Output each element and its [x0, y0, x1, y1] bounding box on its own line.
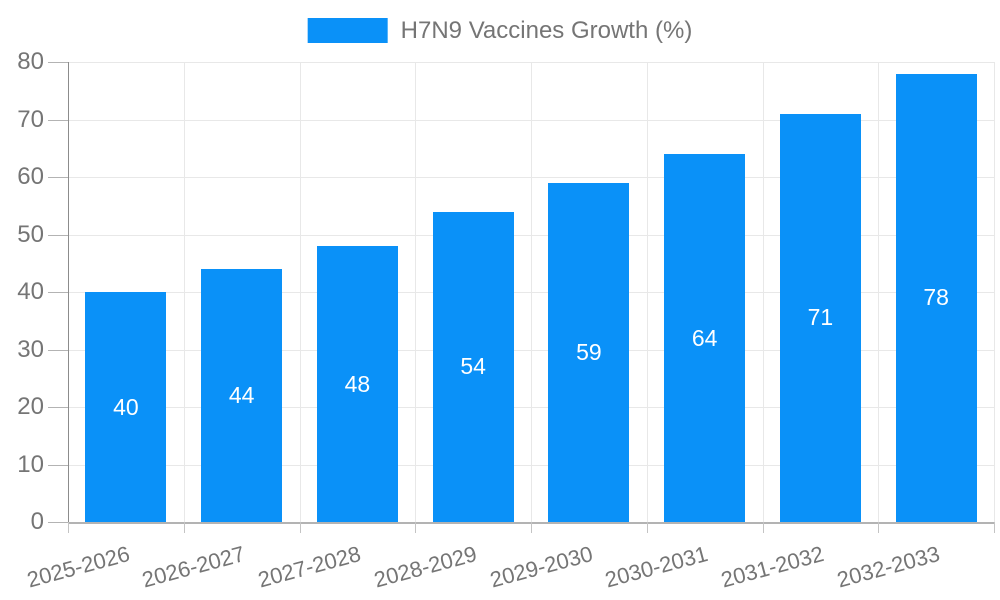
legend[interactable]: H7N9 Vaccines Growth (%) [307, 17, 693, 44]
vertical-gridline [994, 62, 995, 522]
y-axis-tick-label: 40 [17, 278, 44, 305]
bar[interactable]: 48 [316, 246, 398, 522]
x-axis-tick [531, 522, 532, 533]
y-axis-tick [48, 234, 68, 236]
bar-value-label: 44 [228, 382, 255, 408]
y-axis-tick [48, 292, 68, 293]
bar-value-label: 71 [807, 304, 834, 331]
x-axis-tick [878, 522, 880, 533]
bar[interactable]: 44 [201, 269, 283, 522]
bar[interactable]: 59 [548, 182, 630, 522]
x-axis-tick [646, 522, 648, 533]
y-axis-tick [48, 349, 68, 351]
y-axis-line [68, 62, 69, 524]
vertical-gridline [183, 62, 185, 522]
y-axis-tick-label: 0 [30, 508, 44, 535]
bar[interactable]: 78 [895, 73, 977, 522]
x-axis-category-label: 2032-2033 [834, 541, 943, 593]
y-axis-tick [48, 177, 68, 178]
x-axis-category-label: 2030-2031 [602, 541, 711, 593]
y-axis-tick [48, 119, 68, 121]
vertical-gridline [531, 62, 532, 522]
y-axis-tick [48, 407, 68, 408]
y-axis-tick [48, 522, 68, 523]
y-axis-tick-label: 30 [17, 335, 44, 363]
bar-value-label: 54 [460, 353, 486, 380]
bar-value-label: 48 [344, 370, 371, 397]
bar-value-label: 40 [113, 393, 139, 420]
x-axis-tick [415, 522, 417, 533]
x-axis-tick [299, 522, 301, 533]
bar[interactable]: 71 [779, 113, 861, 522]
bar[interactable]: 64 [664, 154, 746, 522]
x-axis-category-label: 2028-2029 [371, 541, 480, 593]
bar-value-label: 64 [691, 324, 718, 351]
bar[interactable]: 40 [85, 292, 167, 522]
bar-value-label: 78 [923, 284, 949, 311]
x-axis-category-label: 2027-2028 [255, 541, 364, 593]
legend-label: H7N9 Vaccines Growth (%) [400, 17, 693, 44]
vertical-gridline [299, 62, 301, 522]
x-axis-category-label: 2025-2026 [23, 541, 133, 593]
x-axis-tick [183, 522, 185, 533]
vertical-gridline [646, 62, 648, 522]
y-axis-tick-label: 20 [17, 393, 44, 420]
x-axis-category-label: 2031-2032 [718, 541, 827, 593]
bar[interactable]: 54 [432, 211, 514, 522]
y-axis-tick-label: 70 [17, 105, 44, 133]
y-axis-tick [48, 464, 68, 466]
vertical-gridline [415, 62, 417, 522]
y-axis-tick-label: 10 [17, 450, 44, 478]
y-axis-tick-label: 50 [17, 220, 44, 248]
x-axis-tick [762, 522, 764, 533]
x-axis-tick [68, 522, 69, 533]
y-axis-tick [48, 62, 68, 63]
x-axis-category-label: 2026-2027 [139, 541, 248, 593]
vertical-gridline [878, 62, 880, 522]
x-axis-category-label: 2029-2030 [486, 541, 596, 593]
x-axis-tick [994, 522, 995, 533]
bar-value-label: 59 [576, 338, 602, 365]
y-axis-tick-label: 60 [17, 163, 44, 190]
legend-swatch-icon [307, 18, 388, 43]
y-axis-tick-label: 80 [17, 48, 44, 75]
vertical-gridline [762, 62, 764, 522]
